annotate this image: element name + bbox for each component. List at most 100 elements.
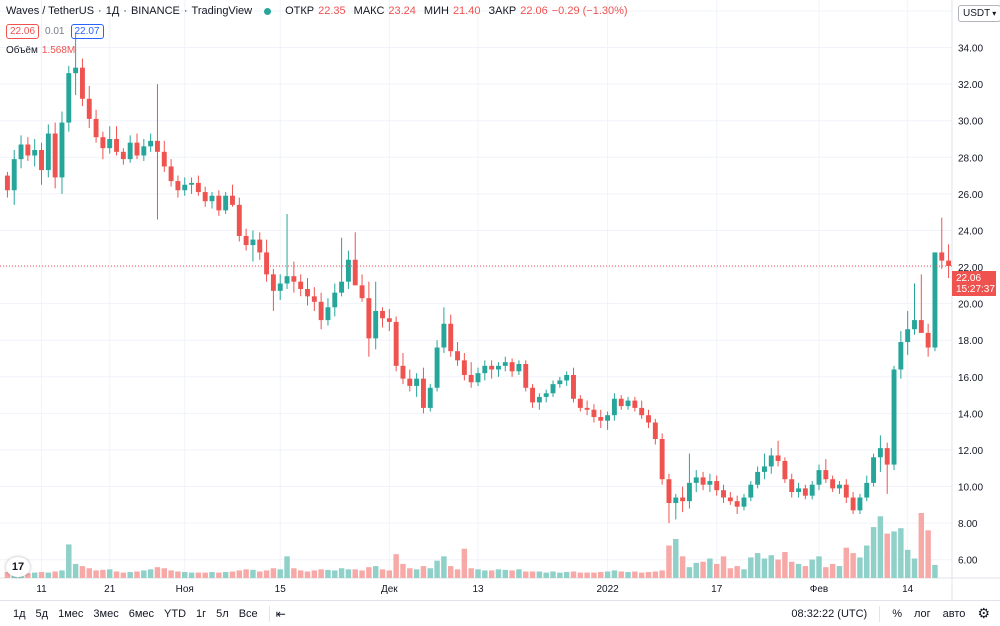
interval-label[interactable]: 1Д	[105, 5, 120, 17]
volume-bar	[45, 572, 52, 578]
candle-body	[918, 320, 924, 333]
candle-body	[400, 365, 406, 379]
y-tick-label: 12.00	[958, 446, 983, 457]
range-button-4[interactable]: 6мес	[128, 607, 155, 620]
candle-body	[905, 329, 911, 343]
volume-bar	[550, 571, 556, 578]
candle-body	[420, 378, 426, 408]
volume-bar	[870, 527, 877, 578]
volume-bar	[420, 566, 427, 578]
volume-bar	[516, 569, 522, 578]
candle-body	[407, 378, 413, 386]
volume-bar	[277, 569, 283, 578]
candle-body	[830, 479, 836, 489]
volume-bar	[632, 571, 638, 578]
candle-body	[386, 318, 392, 322]
symbol-name[interactable]: Waves / TetherUS	[6, 5, 95, 17]
sell-quote[interactable]: 22.06	[6, 24, 40, 39]
volume-bar	[795, 563, 802, 578]
volume-bar	[25, 573, 31, 578]
volume-bar	[536, 571, 543, 578]
volume-bar	[734, 566, 740, 578]
candle-body	[789, 479, 795, 493]
volume-bar	[86, 568, 92, 578]
y-tick-label: 32.00	[958, 80, 983, 91]
volume-bar	[898, 528, 904, 578]
auto-toggle[interactable]: авто	[942, 607, 966, 620]
candle-body	[216, 195, 222, 211]
candle-body	[782, 460, 788, 480]
candle-body	[639, 407, 645, 416]
volume-bar	[713, 563, 720, 578]
currency-button[interactable]: USDT ▾	[958, 5, 1000, 22]
range-button-2[interactable]: 1мес	[58, 607, 84, 620]
volume-bar	[932, 565, 938, 578]
candle-body	[243, 235, 249, 246]
volume-bar	[38, 572, 45, 578]
volume-bar	[427, 568, 433, 578]
candle-body	[32, 149, 38, 156]
last-price: 22.06	[956, 273, 982, 284]
candle-body	[291, 276, 297, 282]
candle-body	[557, 380, 563, 385]
volume-bar	[488, 570, 495, 578]
range-button-6[interactable]: 1г	[196, 607, 207, 620]
percent-toggle[interactable]: %	[892, 607, 902, 620]
range-button-7[interactable]: 5л	[216, 607, 229, 620]
candle-body	[250, 239, 256, 246]
candle-body	[154, 140, 160, 152]
y-tick-label: 8.00	[958, 519, 978, 530]
volume-bar	[113, 571, 120, 578]
volume-bar	[475, 569, 481, 578]
volume-bar	[816, 556, 822, 578]
volume-bar	[591, 572, 597, 578]
x-tick-label: 2022	[596, 584, 619, 595]
volume-bar	[925, 530, 931, 578]
range-button-1[interactable]: 5д	[35, 607, 49, 620]
volume-bar	[338, 568, 345, 578]
range-button-5[interactable]: YTD	[164, 607, 187, 620]
candle-body	[373, 310, 379, 339]
volume-bar	[393, 554, 399, 578]
candle-body	[700, 477, 706, 485]
volume-bar	[598, 572, 604, 578]
volume-bar	[693, 562, 699, 578]
candle-body	[325, 307, 331, 321]
buy-quote[interactable]: 22.07	[70, 24, 104, 39]
y-tick-label: 22.00	[958, 263, 983, 274]
range-button-3[interactable]: 3мес	[93, 607, 119, 620]
candle-body	[523, 363, 529, 388]
gear-icon[interactable]: ⚙	[977, 605, 990, 621]
volume-bar	[557, 572, 563, 578]
candle-body	[414, 378, 420, 386]
candle-body	[4, 175, 10, 191]
last-price-label: 22.06 15:27:37	[952, 271, 996, 296]
candle-body	[311, 296, 317, 302]
volume-bar	[441, 556, 447, 578]
volume-bar	[645, 572, 652, 578]
candle-body	[727, 497, 733, 502]
range-button-0[interactable]: 1д	[13, 607, 26, 620]
calendar-range-icon[interactable]: ⇤	[275, 606, 286, 621]
y-tick-label: 26.00	[958, 190, 983, 201]
volume-bar	[584, 572, 590, 578]
volume-bar	[809, 559, 815, 578]
y-tick-label: 6.00	[958, 556, 978, 567]
volume-bar	[79, 566, 86, 578]
range-button-8[interactable]: Все	[238, 607, 258, 620]
divider	[268, 605, 270, 622]
volume-bar	[761, 558, 768, 578]
candle-body	[141, 146, 147, 156]
price-chart[interactable]: 36.0034.0032.0030.0028.0026.0024.0022.00…	[0, 0, 1000, 600]
volume-bar	[318, 569, 324, 578]
log-toggle[interactable]: лог	[914, 607, 931, 620]
quote-panel: 22.06 0.01 22.07	[6, 24, 104, 39]
x-tick-label: Ноя	[176, 584, 194, 595]
clock-time[interactable]: 08:32:22 (UTC)	[791, 607, 868, 620]
candle-body	[100, 137, 106, 149]
volume-bar	[284, 556, 290, 578]
candle-body	[932, 252, 938, 348]
tradingview-logo-icon[interactable]: 17	[6, 557, 30, 577]
candle-body	[741, 497, 747, 507]
candle-body	[209, 195, 215, 202]
